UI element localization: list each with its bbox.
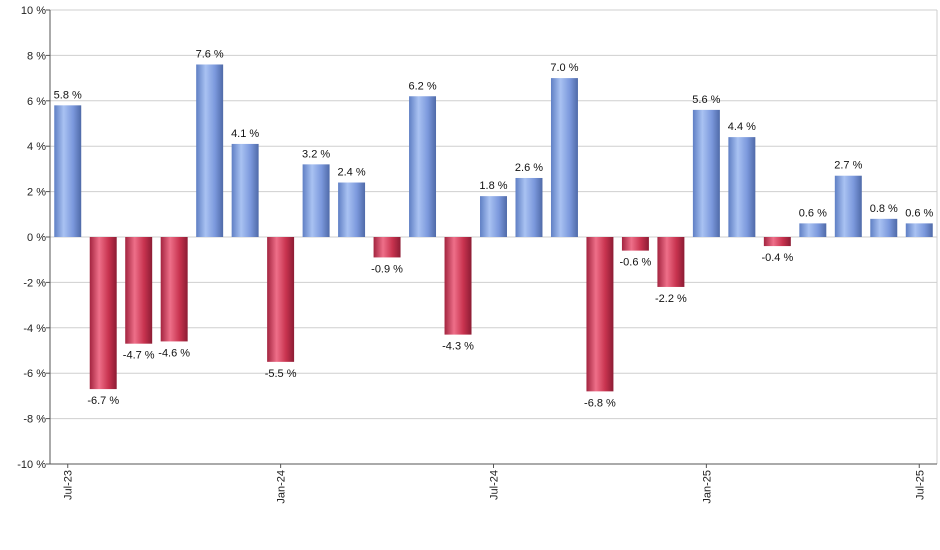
bar-positive: [231, 143, 259, 237]
bar-negative: [89, 237, 117, 390]
bar-positive: [515, 177, 543, 237]
bar-data-label: -6.8 %: [584, 397, 616, 409]
bar-negative: [373, 237, 401, 258]
bar-data-label: 0.6 %: [905, 207, 933, 219]
bar-positive: [196, 64, 224, 237]
bar-positive: [338, 182, 366, 237]
y-tick-label: 4 %: [27, 141, 46, 153]
bar-data-label: 2.6 %: [515, 162, 543, 174]
bar-negative: [621, 237, 649, 251]
bar-positive: [870, 218, 898, 237]
bar-negative: [160, 237, 188, 342]
bar-positive: [692, 109, 720, 237]
bar-data-label: -4.3 %: [442, 341, 474, 353]
bar-data-label: 3.2 %: [302, 148, 330, 160]
bar-data-label: 7.6 %: [196, 48, 224, 60]
x-tick-label: Jan-25: [701, 470, 713, 504]
bar-positive: [905, 223, 933, 237]
bar-data-label: 2.4 %: [338, 167, 366, 179]
bar-positive: [480, 196, 507, 237]
bar-data-label: 4.1 %: [231, 128, 259, 140]
y-tick-label: -6 %: [23, 368, 46, 380]
x-tick-label: Jul-23: [63, 470, 75, 500]
bar-data-label: -0.9 %: [371, 263, 403, 275]
bar-negative: [444, 237, 472, 335]
bar-negative: [125, 237, 153, 344]
bar-data-label: 6.2 %: [408, 80, 436, 92]
y-tick-label: -2 %: [23, 277, 46, 289]
x-tick-label: Jul-25: [914, 470, 926, 500]
bar-data-label: 0.6 %: [799, 207, 827, 219]
y-tick-label: 10 %: [21, 5, 46, 17]
bar-data-label: 5.8 %: [54, 89, 82, 101]
bar-positive: [409, 96, 437, 237]
bar-data-label: -0.4 %: [761, 252, 793, 264]
y-tick-label: 2 %: [27, 187, 46, 199]
bar-data-label: 7.0 %: [550, 62, 578, 74]
bar-negative: [657, 237, 685, 287]
bar-positive: [302, 164, 330, 237]
y-tick-label: 8 %: [27, 50, 46, 62]
bar-data-label: -4.7 %: [123, 350, 155, 362]
bars: [54, 64, 933, 392]
y-tick-label: -10 %: [17, 459, 46, 471]
bar-data-label: -2.2 %: [655, 293, 687, 305]
bar-data-label: -0.6 %: [620, 257, 652, 269]
x-tick-label: Jan-24: [276, 470, 288, 504]
bar-positive: [54, 105, 82, 237]
y-tick-label: 6 %: [27, 96, 46, 108]
bar-data-label: 1.8 %: [479, 180, 507, 192]
bar-data-label: -4.6 %: [158, 347, 190, 359]
bar-data-label: 0.8 %: [870, 203, 898, 215]
bar-data-label: 4.4 %: [728, 121, 756, 133]
bar-data-label: -6.7 %: [87, 395, 119, 407]
axes: -10 % -8 % -6 % -4 % -2 % 0 % 2 % 4 % 6 % 8 % 10 %…: [17, 5, 937, 504]
bar-positive: [728, 137, 756, 237]
bar-negative: [586, 237, 614, 392]
y-tick-label: 0 %: [27, 232, 46, 244]
x-tick-label: Jul-24: [489, 470, 501, 500]
y-tick-label: -4 %: [23, 323, 46, 335]
bar-negative: [763, 237, 791, 247]
bar-data-label: 2.7 %: [834, 160, 862, 172]
bar-positive: [799, 223, 827, 237]
y-tick-label: -8 %: [23, 414, 46, 426]
bar-positive: [550, 78, 578, 237]
bar-positive: [834, 175, 862, 237]
bar-data-label: -5.5 %: [265, 368, 297, 380]
bar-data-label: 5.6 %: [692, 94, 720, 106]
data-labels: 5.8 % -6.7 % -4.7 % -4.6 % 7.6 % 4.1 % -5.5 % 3…: [54, 48, 934, 409]
bar-negative: [267, 237, 295, 362]
